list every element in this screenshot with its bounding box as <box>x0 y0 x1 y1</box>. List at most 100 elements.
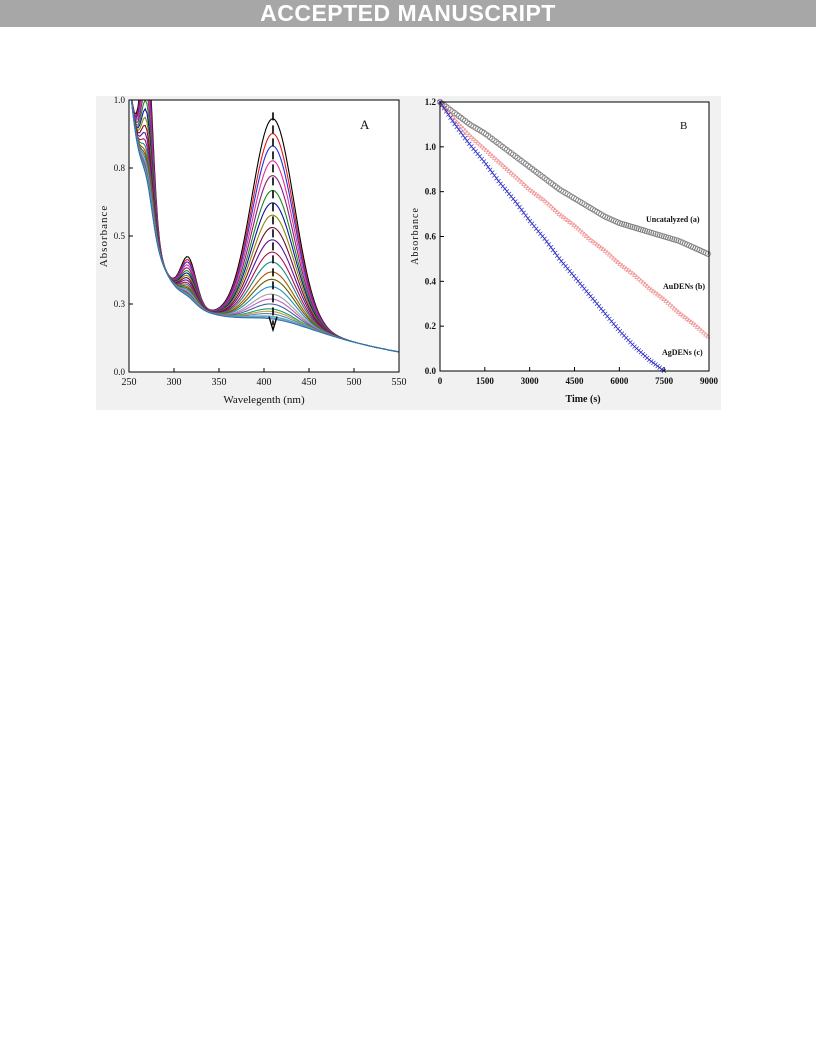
data-point <box>508 170 514 175</box>
data-point <box>704 250 711 257</box>
data-point <box>621 264 627 269</box>
data-point <box>504 166 510 171</box>
panel-a-x-tick-label: 300 <box>167 377 182 388</box>
data-point <box>623 265 629 271</box>
data-point <box>609 253 615 259</box>
data-point <box>453 111 460 118</box>
data-point <box>594 241 600 247</box>
data-point <box>596 243 602 248</box>
data-point <box>649 359 654 364</box>
panel-b-x-tick-label: 9000 <box>700 376 719 386</box>
data-point <box>611 255 617 261</box>
panel-b-y-tick-label: 0.2 <box>425 321 437 331</box>
data-point <box>473 138 479 143</box>
data-point <box>699 328 705 333</box>
data-point <box>520 159 527 166</box>
data-point <box>527 187 533 192</box>
data-point <box>573 224 579 229</box>
data-point <box>481 159 487 164</box>
panel-b-y-tick-label: 0.0 <box>425 366 437 376</box>
data-point <box>462 127 468 133</box>
data-point <box>493 139 500 146</box>
panel-a-label: A <box>360 117 370 132</box>
panel-b-y-tick-label: 1.0 <box>425 142 437 152</box>
data-point <box>665 300 671 305</box>
panel-a-y-tick-label: 0.8 <box>114 163 126 173</box>
data-point <box>619 262 625 268</box>
data-point <box>521 210 526 215</box>
data-point <box>489 136 496 142</box>
panel-b-x-ticks: 0 1500 3000 4500 6000 7500 9000 <box>438 367 719 386</box>
panel-b-y-tick-label: 0.8 <box>425 187 437 197</box>
panel-b-x-tick-label: 0 <box>438 376 443 386</box>
data-point <box>477 141 483 147</box>
data-point <box>625 267 631 273</box>
data-point <box>448 115 453 120</box>
panel-a-y-axis-label: Absorbance <box>98 205 110 268</box>
panel-b-x-tick-label: 6000 <box>610 376 629 386</box>
data-point <box>554 209 560 214</box>
data-point <box>441 102 448 109</box>
data-point <box>547 179 554 186</box>
data-point <box>648 287 654 292</box>
data-point <box>516 177 523 183</box>
data-point <box>529 188 535 194</box>
data-point <box>522 161 529 168</box>
data-point <box>581 231 587 237</box>
data-point <box>521 181 527 186</box>
data-point <box>514 175 520 181</box>
data-point <box>663 298 669 303</box>
data-point <box>546 201 552 207</box>
data-point <box>464 130 470 135</box>
data-point <box>531 190 537 195</box>
data-point <box>510 172 516 177</box>
data-point <box>535 193 541 198</box>
data-point <box>468 134 474 139</box>
data-point <box>567 219 573 224</box>
data-point <box>542 236 547 241</box>
data-point <box>467 141 472 147</box>
figure: 250 300 350 400 450 500 550 0.0 0.3 0.5 0.8 1.0 A … <box>96 95 721 410</box>
data-point <box>655 291 661 297</box>
data-point <box>500 162 506 168</box>
data-point <box>604 250 610 255</box>
data-point <box>452 121 457 127</box>
data-point <box>519 179 525 185</box>
data-point <box>686 317 692 323</box>
data-point <box>556 211 562 216</box>
data-point <box>644 283 650 289</box>
data-point <box>525 216 531 221</box>
panel-b-x-tick-label: 1500 <box>476 376 495 386</box>
data-point <box>460 116 466 123</box>
data-point <box>535 170 542 177</box>
data-point <box>684 315 690 321</box>
data-point <box>651 360 656 366</box>
data-point <box>657 365 662 370</box>
data-point <box>523 213 529 218</box>
data-point <box>533 168 540 175</box>
data-point <box>667 302 673 307</box>
panel-a-x-tick-label: 400 <box>257 377 272 388</box>
data-point <box>493 156 499 162</box>
data-point <box>475 140 481 145</box>
data-point <box>550 205 556 211</box>
data-point <box>661 296 667 301</box>
data-point <box>537 172 544 179</box>
data-point <box>519 207 524 213</box>
panel-b-y-tick-label: 1.2 <box>425 97 437 107</box>
data-point <box>636 276 642 281</box>
panel-b-series-2 <box>437 99 667 374</box>
series-label-audens: AuDENs (b) <box>663 282 705 291</box>
data-point <box>518 158 525 164</box>
data-point <box>640 279 646 285</box>
data-point <box>523 183 529 188</box>
data-point <box>517 204 522 210</box>
data-point <box>504 147 510 153</box>
data-point <box>652 290 659 295</box>
data-point <box>451 110 458 116</box>
data-point <box>445 109 451 114</box>
data-point <box>491 137 498 144</box>
data-point <box>458 130 464 135</box>
panel-a-arrow <box>268 112 278 333</box>
data-point <box>650 288 656 294</box>
